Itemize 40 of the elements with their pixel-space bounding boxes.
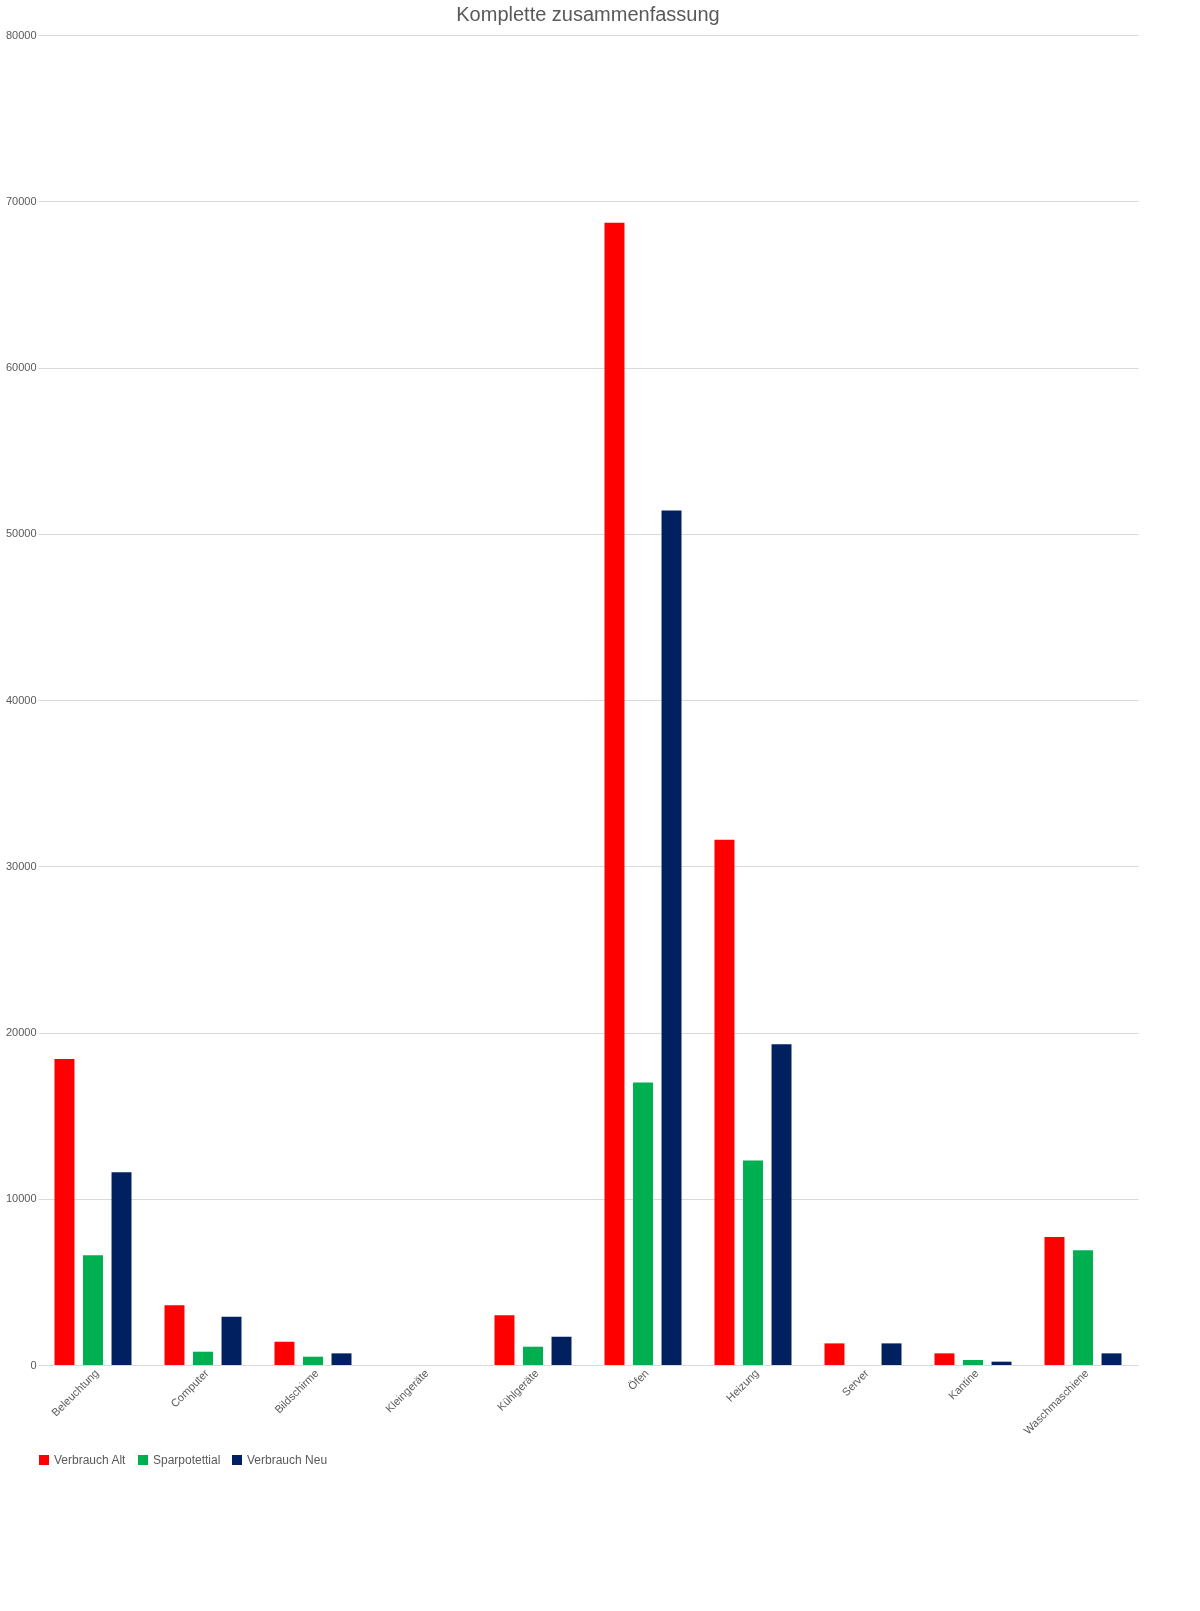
y-tick-label: 40000 <box>5 693 37 706</box>
bar <box>963 1360 983 1365</box>
x-tick-label: Öfen <box>625 1366 651 1393</box>
bar <box>494 1315 515 1365</box>
legend-label: Sparpotettial <box>153 1453 221 1467</box>
y-tick-label: 70000 <box>5 194 37 207</box>
bar <box>551 1336 572 1365</box>
bar <box>991 1361 1012 1365</box>
bar <box>1044 1236 1065 1365</box>
chart-title: Komplette zusammenfassung <box>456 3 720 25</box>
bar <box>881 1343 902 1365</box>
bar <box>54 1059 75 1365</box>
bar <box>164 1305 185 1365</box>
bar <box>274 1341 295 1365</box>
bar <box>604 222 625 1365</box>
bar <box>1101 1353 1122 1365</box>
y-tick-label: 60000 <box>5 361 37 373</box>
bar <box>824 1343 845 1365</box>
bar <box>111 1172 132 1365</box>
y-tick-label: 30000 <box>5 859 37 872</box>
y-tick-label: 20000 <box>5 1026 37 1038</box>
y-tick-label: 50000 <box>5 527 37 540</box>
bar <box>1073 1250 1093 1365</box>
y-tick-label: 10000 <box>5 1192 37 1205</box>
legend-label: Verbrauch Alt <box>54 1453 127 1467</box>
legend-label: Verbrauch Neu <box>247 1453 328 1467</box>
bar <box>771 1044 792 1365</box>
bar <box>523 1346 543 1365</box>
bar <box>83 1255 103 1365</box>
bar <box>633 1082 653 1365</box>
y-tick-label: 80000 <box>5 28 37 41</box>
bar <box>193 1351 213 1365</box>
bar <box>661 510 682 1365</box>
bar <box>934 1353 955 1365</box>
bar <box>743 1160 763 1365</box>
y-tick-label: 0 <box>30 1358 37 1371</box>
bar <box>303 1356 323 1365</box>
bar <box>331 1353 352 1365</box>
bar <box>714 839 735 1365</box>
bar <box>221 1316 242 1365</box>
